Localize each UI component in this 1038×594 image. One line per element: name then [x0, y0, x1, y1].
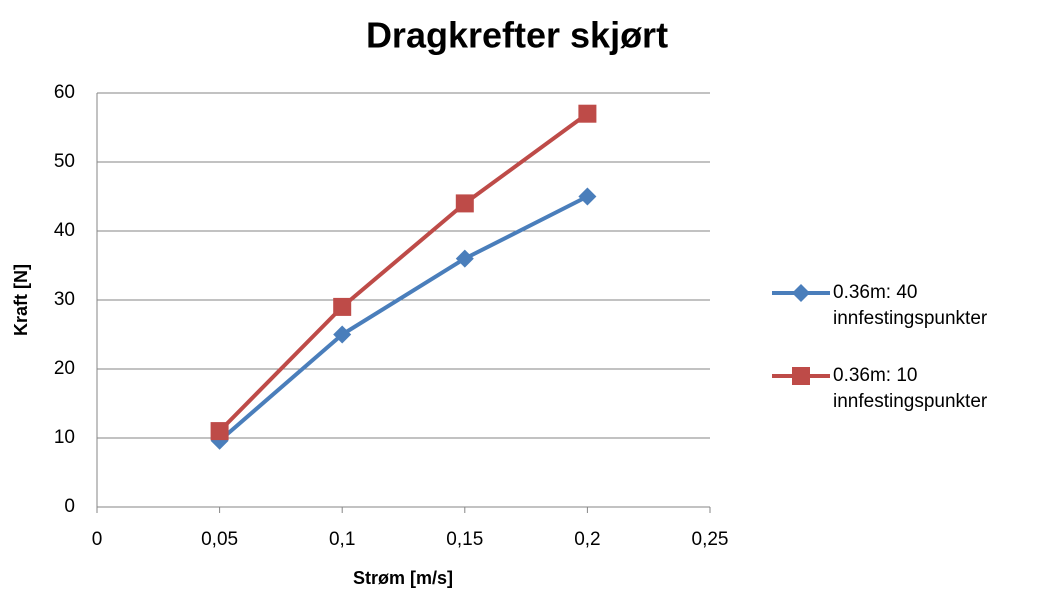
series-line [218, 194, 589, 443]
y-tick-label: 40 [54, 220, 75, 241]
x-tick-label: 0 [92, 529, 103, 550]
x-tick-label: 0,05 [201, 529, 238, 550]
y-tick-label: 50 [54, 151, 75, 172]
legend-label: 0.36m: 40 innfestingspunkter [833, 282, 988, 329]
y-tick-label: 30 [54, 289, 75, 310]
y-tick-label: 0 [64, 496, 75, 517]
x-axis-label: Strøm [m/s] [353, 568, 453, 588]
marker [333, 297, 352, 316]
y-axis-label: Kraft [N] [11, 264, 31, 336]
y-tick-label: 10 [54, 427, 75, 448]
marker [455, 249, 474, 268]
marker [578, 104, 597, 123]
x-tick-label: 0,25 [692, 529, 729, 550]
marker [578, 187, 597, 206]
y-tick-label: 60 [54, 82, 75, 103]
marker [455, 194, 474, 213]
y-tick-label: 20 [54, 358, 75, 379]
legend-label: 0.36m: 10 innfestingspunkter [833, 365, 988, 412]
series-line [218, 112, 589, 433]
x-tick-label: 0,15 [446, 529, 483, 550]
chart-title: Dragkrefter skjørt [366, 15, 668, 56]
legend-marker [792, 284, 810, 302]
marker [210, 422, 229, 441]
marker [333, 325, 352, 344]
x-tick-label: 0,2 [574, 529, 600, 550]
legend-marker [792, 367, 810, 385]
x-tick-label: 0,1 [329, 529, 355, 550]
